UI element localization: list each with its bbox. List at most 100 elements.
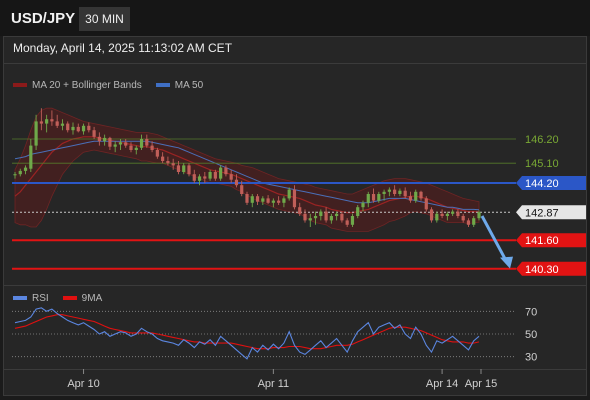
legend-item-rsi[interactable]: RSI bbox=[13, 293, 49, 304]
legend-item-ma50[interactable]: MA 50 bbox=[155, 80, 204, 91]
candle-body bbox=[71, 126, 75, 131]
x-tick-label: Apr 14 bbox=[426, 378, 458, 390]
candle-body bbox=[118, 142, 123, 145]
level-tag-142.87 bbox=[516, 205, 586, 220]
candle-body bbox=[171, 163, 175, 166]
candle-body bbox=[66, 123, 70, 131]
rsi-tick-50: 50 bbox=[525, 329, 537, 341]
legend-swatch-ma50 bbox=[155, 83, 170, 88]
candle-body bbox=[34, 121, 38, 146]
x-tick-label: Apr 10 bbox=[67, 378, 99, 390]
candle-body bbox=[245, 194, 249, 203]
candle-body bbox=[350, 216, 355, 225]
level-tag-144.20 bbox=[516, 176, 586, 190]
candle-body bbox=[97, 136, 101, 142]
candle-body bbox=[155, 150, 159, 157]
candle-body bbox=[313, 216, 318, 219]
candle-body bbox=[361, 202, 365, 208]
candle-body bbox=[324, 211, 328, 221]
candle-body bbox=[103, 137, 107, 142]
timeframe-button[interactable]: 30 MIN bbox=[79, 7, 130, 31]
candle-body bbox=[192, 174, 196, 181]
level-label-140.30: 140.30 bbox=[525, 264, 559, 276]
candle-body bbox=[377, 194, 381, 201]
rsi-legend: RSI 9MA bbox=[13, 293, 116, 304]
candle-body bbox=[440, 213, 444, 216]
candle-body bbox=[461, 216, 465, 221]
pane-divider bbox=[4, 285, 586, 286]
candle-body bbox=[81, 125, 86, 132]
legend-swatch-rsi bbox=[13, 296, 27, 301]
candle-body bbox=[366, 194, 370, 203]
candle-body bbox=[18, 170, 22, 175]
level-tag-140.30 bbox=[516, 261, 586, 276]
candle-body bbox=[13, 174, 17, 176]
axis-divider bbox=[4, 369, 586, 370]
candle-body bbox=[345, 220, 349, 225]
legend-label-ma50: MA 50 bbox=[174, 80, 204, 91]
candle-body bbox=[382, 191, 386, 194]
level-label-141.60: 141.60 bbox=[525, 235, 559, 247]
level-label-145.10: 145.10 bbox=[525, 158, 559, 170]
legend-item-ma20[interactable]: MA 20 + Bollinger Bands bbox=[13, 80, 142, 91]
datetime-label: Monday, April 14, 2025 11:13:02 AM CET bbox=[13, 41, 233, 55]
candle-body bbox=[60, 123, 65, 126]
symbol-label: USD/JPY bbox=[11, 10, 76, 27]
candle-body bbox=[87, 125, 91, 131]
forecast-arrow-head bbox=[500, 256, 513, 269]
legend-item-9ma[interactable]: 9MA bbox=[62, 293, 103, 304]
rsi-tick-70: 70 bbox=[525, 306, 537, 318]
legend-label-ma20: MA 20 + Bollinger Bands bbox=[32, 80, 142, 91]
level-label-142.87: 142.87 bbox=[525, 207, 559, 219]
candle-body bbox=[403, 190, 407, 197]
candle-body bbox=[234, 179, 239, 186]
candle-body bbox=[161, 156, 165, 161]
candle-body bbox=[387, 189, 391, 192]
candle-body bbox=[150, 145, 154, 150]
top-bar: USD/JPY 30 MIN bbox=[0, 0, 590, 36]
candle-body bbox=[92, 130, 96, 137]
candle-body bbox=[134, 147, 138, 150]
candle-body bbox=[282, 198, 286, 203]
candle-body bbox=[456, 211, 460, 216]
legend-swatch-ma20 bbox=[13, 83, 27, 88]
candle-body bbox=[340, 213, 344, 221]
candle-body bbox=[292, 189, 297, 208]
candle-body bbox=[208, 172, 212, 179]
candle-body bbox=[213, 172, 217, 179]
rsi-ma-line bbox=[14, 314, 480, 350]
forecast-arrow-shaft bbox=[480, 215, 508, 262]
candle-body bbox=[408, 196, 413, 201]
candle-body bbox=[45, 119, 49, 124]
candle-body bbox=[424, 198, 428, 210]
rsi-tick-30: 30 bbox=[525, 352, 537, 364]
candle-body bbox=[335, 213, 339, 216]
legend-swatch-9ma bbox=[62, 296, 77, 301]
ma50-line bbox=[14, 140, 480, 211]
candle-body bbox=[429, 209, 434, 221]
candle-body bbox=[356, 207, 360, 216]
candle-body bbox=[303, 213, 307, 221]
candle-body bbox=[445, 213, 449, 216]
candle-body bbox=[229, 174, 233, 180]
candle-body bbox=[414, 191, 418, 201]
candle-body bbox=[329, 216, 333, 221]
candle-body bbox=[435, 213, 439, 221]
candle-body bbox=[55, 121, 59, 126]
candle-body bbox=[176, 165, 181, 172]
candle-body bbox=[29, 145, 33, 169]
legend-label-9ma: 9MA bbox=[81, 293, 103, 304]
main-legend: MA 20 + Bollinger Bands MA 50 bbox=[13, 80, 217, 91]
candle-body bbox=[39, 121, 43, 124]
level-label-144.20: 144.20 bbox=[525, 178, 559, 190]
candle-body bbox=[371, 194, 376, 201]
candle-body bbox=[240, 185, 244, 194]
candle-body bbox=[277, 200, 281, 203]
candle-body bbox=[187, 165, 191, 175]
candle-body bbox=[451, 211, 455, 214]
level-tag-141.60 bbox=[516, 233, 586, 248]
candle-body bbox=[182, 165, 186, 172]
candle-body bbox=[255, 196, 260, 202]
candle-body bbox=[203, 176, 207, 179]
